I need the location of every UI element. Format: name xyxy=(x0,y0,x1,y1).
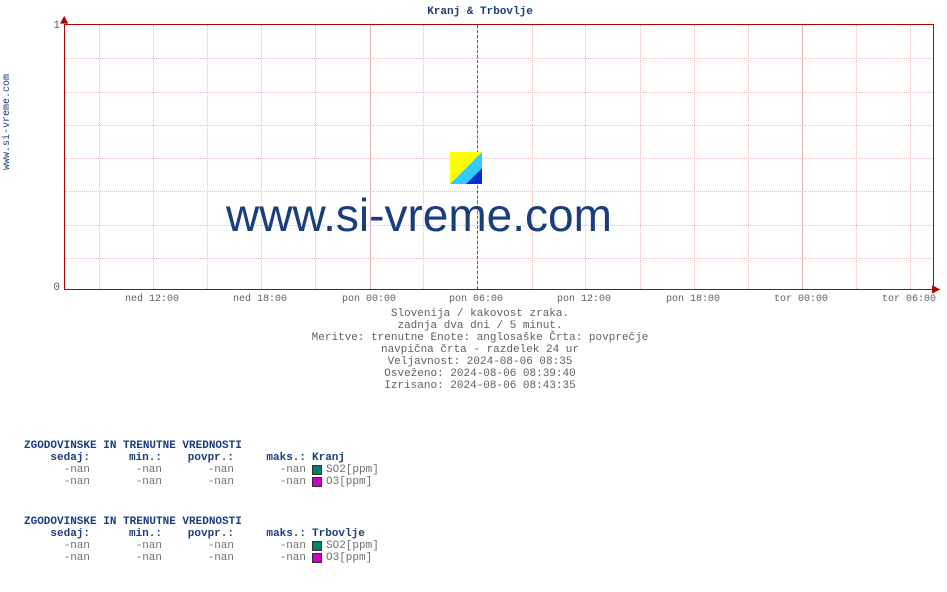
stats-series-label: O3[ppm] xyxy=(312,476,408,488)
legend-text: SO2[ppm] xyxy=(326,464,379,476)
vgrid xyxy=(423,25,424,289)
stats-value-cell: -nan xyxy=(24,540,96,552)
x-tick-label: pon 18:00 xyxy=(666,294,720,305)
stats-block-kranj: ZGODOVINSKE IN TRENUTNE VREDNOSTIsedaj:m… xyxy=(24,440,408,488)
legend-swatch xyxy=(312,477,322,487)
stats-header-cell: maks.: xyxy=(240,528,312,540)
vgrid xyxy=(640,25,641,289)
x-tick-label: ned 12:00 xyxy=(125,294,179,305)
watermark-text: www.si-vreme.com xyxy=(226,188,612,242)
vgrid xyxy=(315,25,316,289)
stats-header-cell: povpr.: xyxy=(168,452,240,464)
x-tick-label: tor 00:00 xyxy=(774,294,828,305)
stats-value-cell: -nan xyxy=(96,476,168,488)
chart-meta-line: Izrisano: 2024-08-06 08:43:35 xyxy=(20,380,940,392)
y-tick-label: 1 xyxy=(48,20,60,32)
stats-data-row: -nan-nan-nan-nanSO2[ppm] xyxy=(24,540,408,552)
stats-header-cell: min.: xyxy=(96,452,168,464)
stats-value-cell: -nan xyxy=(96,464,168,476)
chart-meta-line: Slovenija / kakovost zraka. xyxy=(20,308,940,320)
stats-value-cell: -nan xyxy=(168,464,240,476)
x-tick-label: pon 00:00 xyxy=(342,294,396,305)
legend-text: O3[ppm] xyxy=(326,476,372,488)
chart-meta-line: Meritve: trenutne Enote: anglosaške Črta… xyxy=(20,332,940,344)
stats-header-row: sedaj:min.:povpr.:maks.:Trbovlje xyxy=(24,528,408,540)
stats-header-cell: maks.: xyxy=(240,452,312,464)
source-url-vertical: www.si-vreme.com xyxy=(2,74,13,170)
stats-data-row: -nan-nan-nan-nanO3[ppm] xyxy=(24,552,408,564)
legend-text: SO2[ppm] xyxy=(326,540,379,552)
stats-header-cell: povpr.: xyxy=(168,528,240,540)
x-tick-label: ned 18:00 xyxy=(233,294,287,305)
axis-y-arrow: ▲ xyxy=(60,14,68,28)
chart-meta-line: navpična črta - razdelek 24 ur xyxy=(20,344,940,356)
x-tick-label: pon 12:00 xyxy=(557,294,611,305)
stats-value-cell: -nan xyxy=(168,552,240,564)
y-tick-label: 0 xyxy=(48,282,60,294)
vgrid xyxy=(585,25,586,289)
stats-location-name: Trbovlje xyxy=(312,528,408,540)
chart: Kranj & Trbovlje ▲ ▶ 0 1 ned 12:00ned 18… xyxy=(20,0,940,395)
vgrid xyxy=(261,25,262,289)
chart-meta-line: Veljavnost: 2024-08-06 08:35 xyxy=(20,356,940,368)
stats-value-cell: -nan xyxy=(96,540,168,552)
x-tick-label: tor 06:00 xyxy=(882,294,936,305)
stats-value-cell: -nan xyxy=(240,464,312,476)
vgrid xyxy=(694,25,695,289)
stats-series-label: SO2[ppm] xyxy=(312,464,408,476)
vgrid xyxy=(910,25,911,289)
vgrid xyxy=(207,25,208,289)
stats-header-cell: min.: xyxy=(96,528,168,540)
plot-area xyxy=(64,24,934,290)
stats-value-cell: -nan xyxy=(24,476,96,488)
legend-swatch xyxy=(312,465,322,475)
legend-swatch xyxy=(312,553,322,563)
stats-header-cell: sedaj: xyxy=(24,528,96,540)
watermark-logo xyxy=(450,152,482,184)
stats-value-cell: -nan xyxy=(168,540,240,552)
stats-value-cell: -nan xyxy=(168,476,240,488)
stats-series-label: SO2[ppm] xyxy=(312,540,408,552)
stats-value-cell: -nan xyxy=(240,540,312,552)
vgrid xyxy=(532,25,533,289)
stats-value-cell: -nan xyxy=(240,552,312,564)
legend-swatch xyxy=(312,541,322,551)
stats-series-label: O3[ppm] xyxy=(312,552,408,564)
stats-value-cell: -nan xyxy=(96,552,168,564)
x-tick-label: pon 06:00 xyxy=(449,294,503,305)
stats-data-row: -nan-nan-nan-nanSO2[ppm] xyxy=(24,464,408,476)
stats-header-cell: sedaj: xyxy=(24,452,96,464)
stats-header-row: sedaj:min.:povpr.:maks.:Kranj xyxy=(24,452,408,464)
vgrid xyxy=(748,25,749,289)
legend-text: O3[ppm] xyxy=(326,552,372,564)
chart-meta-line: zadnja dva dni / 5 minut. xyxy=(20,320,940,332)
stats-data-row: -nan-nan-nan-nanO3[ppm] xyxy=(24,476,408,488)
stats-block-trbovlje: ZGODOVINSKE IN TRENUTNE VREDNOSTIsedaj:m… xyxy=(24,516,408,564)
stats-title: ZGODOVINSKE IN TRENUTNE VREDNOSTI xyxy=(24,440,408,452)
stats-location-name: Kranj xyxy=(312,452,408,464)
stats-value-cell: -nan xyxy=(24,552,96,564)
vgrid xyxy=(856,25,857,289)
vgrid xyxy=(99,25,100,289)
stats-value-cell: -nan xyxy=(240,476,312,488)
stats-value-cell: -nan xyxy=(24,464,96,476)
chart-meta-line: Osveženo: 2024-08-06 08:39:40 xyxy=(20,368,940,380)
stats-title: ZGODOVINSKE IN TRENUTNE VREDNOSTI xyxy=(24,516,408,528)
vgrid-major xyxy=(802,25,803,289)
chart-title: Kranj & Trbovlje xyxy=(20,6,940,18)
vgrid xyxy=(153,25,154,289)
vgrid-major xyxy=(370,25,371,289)
